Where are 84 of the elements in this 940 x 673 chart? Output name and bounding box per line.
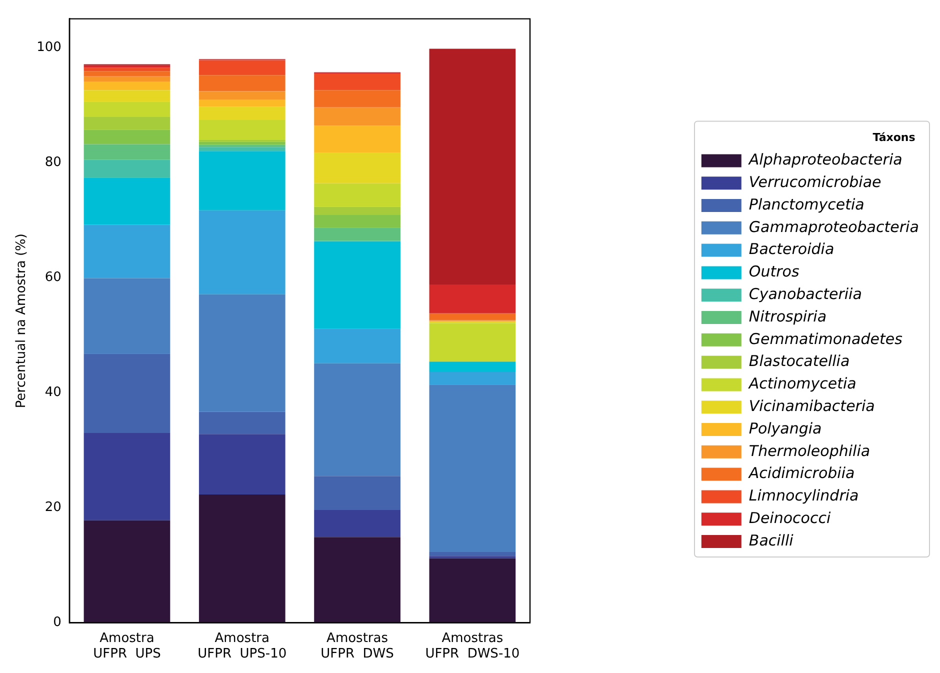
bar bbox=[314, 537, 400, 623]
bar bbox=[84, 68, 170, 72]
y-tick-label: 20 bbox=[44, 500, 62, 516]
bar bbox=[84, 130, 170, 144]
legend-title: Táxons bbox=[872, 130, 916, 144]
y-tick-label: 80 bbox=[44, 154, 62, 170]
bar bbox=[314, 107, 400, 126]
bar bbox=[84, 432, 170, 520]
bar bbox=[84, 82, 170, 90]
y-tick-label: 0 bbox=[53, 615, 62, 630]
bar bbox=[198, 434, 286, 495]
bar bbox=[198, 294, 286, 412]
bar bbox=[429, 558, 516, 623]
legend-label: Thermoleophilia bbox=[748, 442, 870, 460]
bar bbox=[429, 372, 516, 385]
bar bbox=[314, 214, 400, 228]
bar bbox=[198, 120, 286, 140]
bar bbox=[198, 142, 286, 145]
y-tick-label: 40 bbox=[44, 385, 62, 400]
bar bbox=[84, 116, 170, 130]
bar bbox=[314, 90, 400, 108]
bar bbox=[314, 126, 400, 153]
bar bbox=[84, 144, 170, 160]
bar bbox=[429, 552, 516, 556]
y-tick-label: 60 bbox=[44, 270, 62, 286]
bar bbox=[429, 284, 516, 314]
bar bbox=[84, 90, 170, 102]
bar bbox=[198, 91, 286, 100]
bar bbox=[198, 494, 286, 623]
bar bbox=[314, 152, 400, 184]
legend-label: Gemmatimonadetes bbox=[748, 330, 903, 348]
legend-label: Limnocylindria bbox=[748, 486, 859, 505]
x-tick-label: Amostras UFPR DWS bbox=[320, 630, 394, 662]
bar bbox=[84, 278, 170, 354]
legend-label: Nitrospiria bbox=[748, 307, 827, 326]
legend-label: Verrucomicrobiae bbox=[748, 172, 882, 191]
bar bbox=[429, 323, 516, 362]
bar bbox=[84, 520, 170, 623]
bar bbox=[198, 210, 286, 294]
y-tick-label: 100 bbox=[36, 40, 62, 55]
bar bbox=[314, 73, 400, 90]
bar bbox=[84, 102, 170, 117]
bar bbox=[314, 510, 400, 538]
bar bbox=[84, 224, 170, 278]
bar bbox=[314, 363, 400, 476]
x-tick-label: Amostras UFPR DWS-10 bbox=[425, 630, 520, 662]
bar bbox=[84, 76, 170, 82]
legend-label: Actinomycetia bbox=[748, 374, 856, 393]
legend-label: Polyangia bbox=[748, 419, 822, 438]
x-tick-label: Amostra UFPR UPS-10 bbox=[198, 630, 287, 662]
bar bbox=[314, 328, 400, 364]
x-tick-label: Amostra UFPR UPS bbox=[93, 630, 161, 662]
bar bbox=[84, 71, 170, 76]
legend-label: Alphaproteobacteria bbox=[748, 150, 902, 169]
bar bbox=[429, 384, 516, 552]
bar bbox=[314, 206, 400, 215]
bar bbox=[314, 183, 400, 207]
bar bbox=[198, 100, 286, 107]
bar bbox=[198, 106, 286, 120]
bar bbox=[84, 160, 170, 178]
bar bbox=[429, 362, 516, 372]
legend-label: Cyanobacteriia bbox=[748, 284, 862, 303]
bar bbox=[429, 313, 516, 320]
legend-label: Outros bbox=[748, 262, 800, 281]
legend-label: Planctomycetia bbox=[748, 195, 864, 214]
bar bbox=[198, 151, 286, 210]
legend-label: Blastocatellia bbox=[748, 352, 850, 370]
y-axis-title: Percentual na Amostra (%) bbox=[14, 234, 30, 408]
legend-label: Deinococci bbox=[748, 508, 832, 527]
legend-label: Gammaproteobacteria bbox=[748, 218, 919, 236]
bar bbox=[198, 412, 286, 434]
bar bbox=[314, 476, 400, 510]
legend-label: Bacteroidia bbox=[748, 240, 834, 258]
bar bbox=[198, 147, 286, 152]
legend-label: Vicinamibacteria bbox=[748, 396, 875, 415]
bar bbox=[198, 75, 286, 92]
legend-label: Acidimicrobiia bbox=[748, 464, 855, 482]
bar bbox=[84, 178, 170, 225]
bar bbox=[84, 354, 170, 433]
legend-label: Bacilli bbox=[748, 531, 794, 550]
bar bbox=[198, 60, 286, 76]
bar bbox=[314, 228, 400, 241]
bar bbox=[429, 48, 516, 285]
bar bbox=[314, 241, 400, 329]
